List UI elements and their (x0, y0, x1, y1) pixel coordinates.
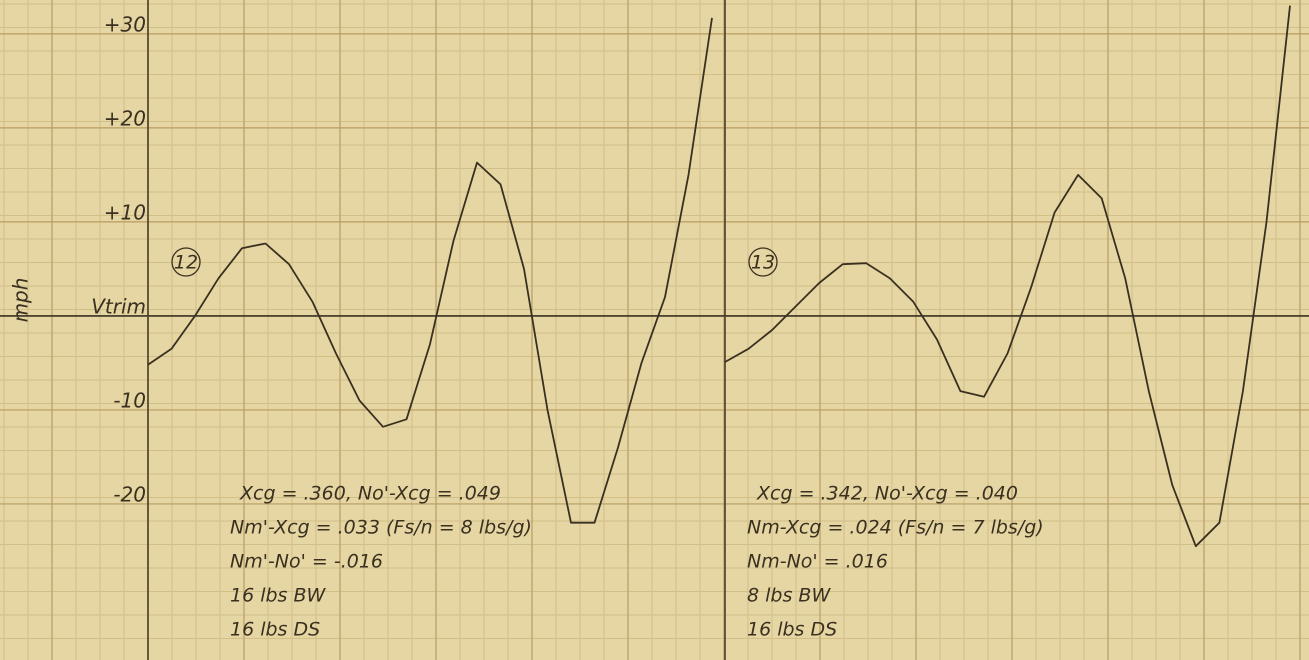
annotation: Nm'-Xcg = .033 (Fs/n = 8 lbs/g) (230, 517, 532, 539)
circle-badge (748, 247, 778, 277)
y-tick-label: +10 (104, 200, 146, 224)
curve (724, 5, 1291, 548)
annotation: 8 lbs BW (747, 585, 831, 607)
annotation: 16 lbs BW (230, 585, 327, 607)
y-tick-label: +30 (104, 12, 146, 36)
circle-badge (171, 247, 201, 277)
annotation: Xcg = .360, No'-Xcg = .049 (239, 483, 501, 505)
y-tick-label: +20 (104, 106, 146, 130)
y-tick-label: Vtrim (91, 294, 146, 318)
annotation: Xcg = .342, No'-Xcg = .040 (756, 483, 1018, 505)
y-tick-label: -10 (113, 388, 146, 412)
annotation: Nm-No' = .016 (747, 551, 888, 573)
annotation: 16 lbs DS (230, 619, 320, 641)
annotation: Nm'-No' = -.016 (230, 551, 383, 573)
annotation: 16 lbs DS (747, 619, 837, 641)
circled-label: 12 (174, 252, 198, 274)
y-axis-label: mph (9, 278, 33, 323)
annotation: Nm-Xcg = .024 (Fs/n = 7 lbs/g) (747, 517, 1044, 539)
curve (147, 17, 713, 524)
circled-label: 13 (751, 252, 775, 274)
y-tick-label: -20 (113, 482, 146, 506)
